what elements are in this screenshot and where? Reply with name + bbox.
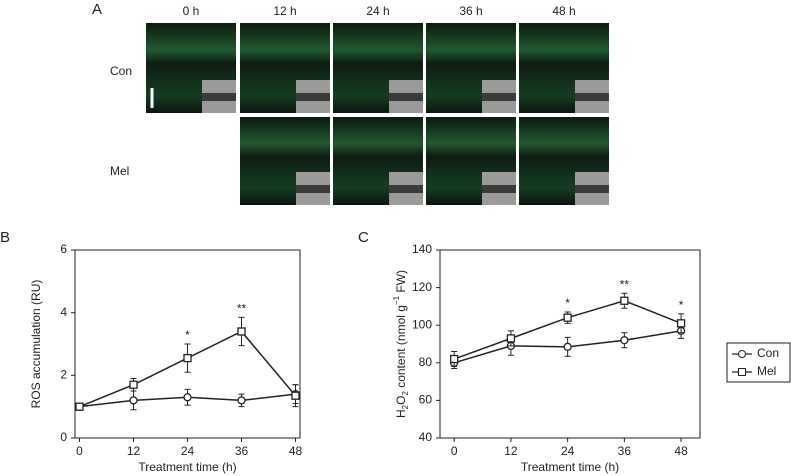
- panel-label: B: [0, 229, 10, 246]
- legend-marker: [738, 368, 746, 376]
- significance-mark: *: [185, 328, 190, 342]
- x-axis-label: Treatment time (h): [138, 460, 236, 474]
- marker: [676, 319, 686, 328]
- column-label: 12 h: [273, 4, 296, 18]
- x-tick-label: 36: [235, 444, 249, 458]
- marker: [237, 396, 246, 405]
- y-axis-label-part: content (nmol g: [394, 305, 408, 391]
- y-tick-label: 60: [419, 393, 433, 407]
- column-label: 48 h: [552, 4, 575, 18]
- x-axis-label: Treatment time (h): [521, 460, 619, 474]
- x-tick-label: 12: [504, 444, 518, 458]
- y-axis-label-part: −1: [392, 295, 401, 305]
- marker: [183, 393, 192, 402]
- legend-box: [726, 342, 791, 383]
- y-tick-label: 120: [412, 280, 432, 294]
- x-tick-label: 0: [451, 444, 458, 458]
- y-axis-label: H2O2 content (nmol g−1 FW): [392, 270, 410, 418]
- marker: [506, 334, 516, 343]
- panel-label: C: [358, 229, 369, 246]
- panel-label: A: [92, 1, 102, 18]
- marker: [450, 354, 459, 364]
- marker: [563, 313, 572, 322]
- y-tick-label: 100: [412, 317, 432, 331]
- significance-mark: *: [679, 298, 684, 312]
- row-label: Con: [110, 64, 132, 78]
- y-axis-label-part: H: [394, 409, 408, 418]
- y-axis-label-part: 2: [401, 391, 410, 396]
- marker: [237, 327, 246, 336]
- inset-shadow: [482, 93, 516, 101]
- inset-shadow: [482, 185, 516, 193]
- x-tick-label: 48: [674, 444, 688, 458]
- significance-mark: **: [237, 302, 247, 316]
- marker: [183, 353, 192, 363]
- y-tick-label: 6: [60, 242, 67, 256]
- significance-mark: **: [620, 277, 630, 291]
- inset-shadow: [389, 185, 423, 193]
- marker: [291, 391, 300, 400]
- inset-shadow: [296, 93, 330, 101]
- column-label: 24 h: [366, 4, 389, 18]
- column-label: 0 h: [183, 4, 200, 18]
- x-tick-label: 24: [561, 444, 575, 458]
- legend-label: Con: [757, 346, 779, 360]
- marker: [129, 396, 138, 405]
- marker: [620, 336, 629, 345]
- y-tick-label: 140: [412, 242, 432, 256]
- inset-shadow: [389, 93, 423, 101]
- legend-marker: [738, 350, 746, 358]
- y-tick-label: 2: [60, 368, 67, 382]
- x-tick-label: 12: [127, 444, 141, 458]
- x-tick-label: 36: [618, 444, 632, 458]
- y-axis-label-part: FW): [394, 270, 408, 296]
- significance-mark: *: [565, 296, 570, 310]
- inset-shadow: [575, 93, 609, 101]
- marker: [563, 342, 572, 351]
- y-axis-label-part: 2: [401, 404, 410, 409]
- y-axis-label: ROS accumulation (RU): [29, 280, 43, 409]
- plot-frame: [439, 249, 701, 439]
- marker: [75, 402, 84, 411]
- row-label: Mel: [110, 164, 129, 178]
- y-tick-label: 0: [60, 430, 67, 444]
- x-tick-label: 24: [181, 444, 195, 458]
- inset-shadow: [202, 93, 236, 101]
- x-tick-label: 0: [76, 444, 83, 458]
- y-tick-label: 40: [419, 430, 433, 444]
- x-tick-label: 48: [289, 444, 303, 458]
- y-tick-label: 80: [419, 355, 433, 369]
- marker: [620, 296, 629, 305]
- inset-shadow: [575, 185, 609, 193]
- y-tick-label: 4: [60, 305, 67, 319]
- inset-shadow: [296, 185, 330, 193]
- column-label: 36 h: [459, 4, 482, 18]
- marker: [129, 380, 138, 389]
- legend-label: Mel: [757, 364, 776, 378]
- y-axis-label-part: O: [394, 396, 408, 405]
